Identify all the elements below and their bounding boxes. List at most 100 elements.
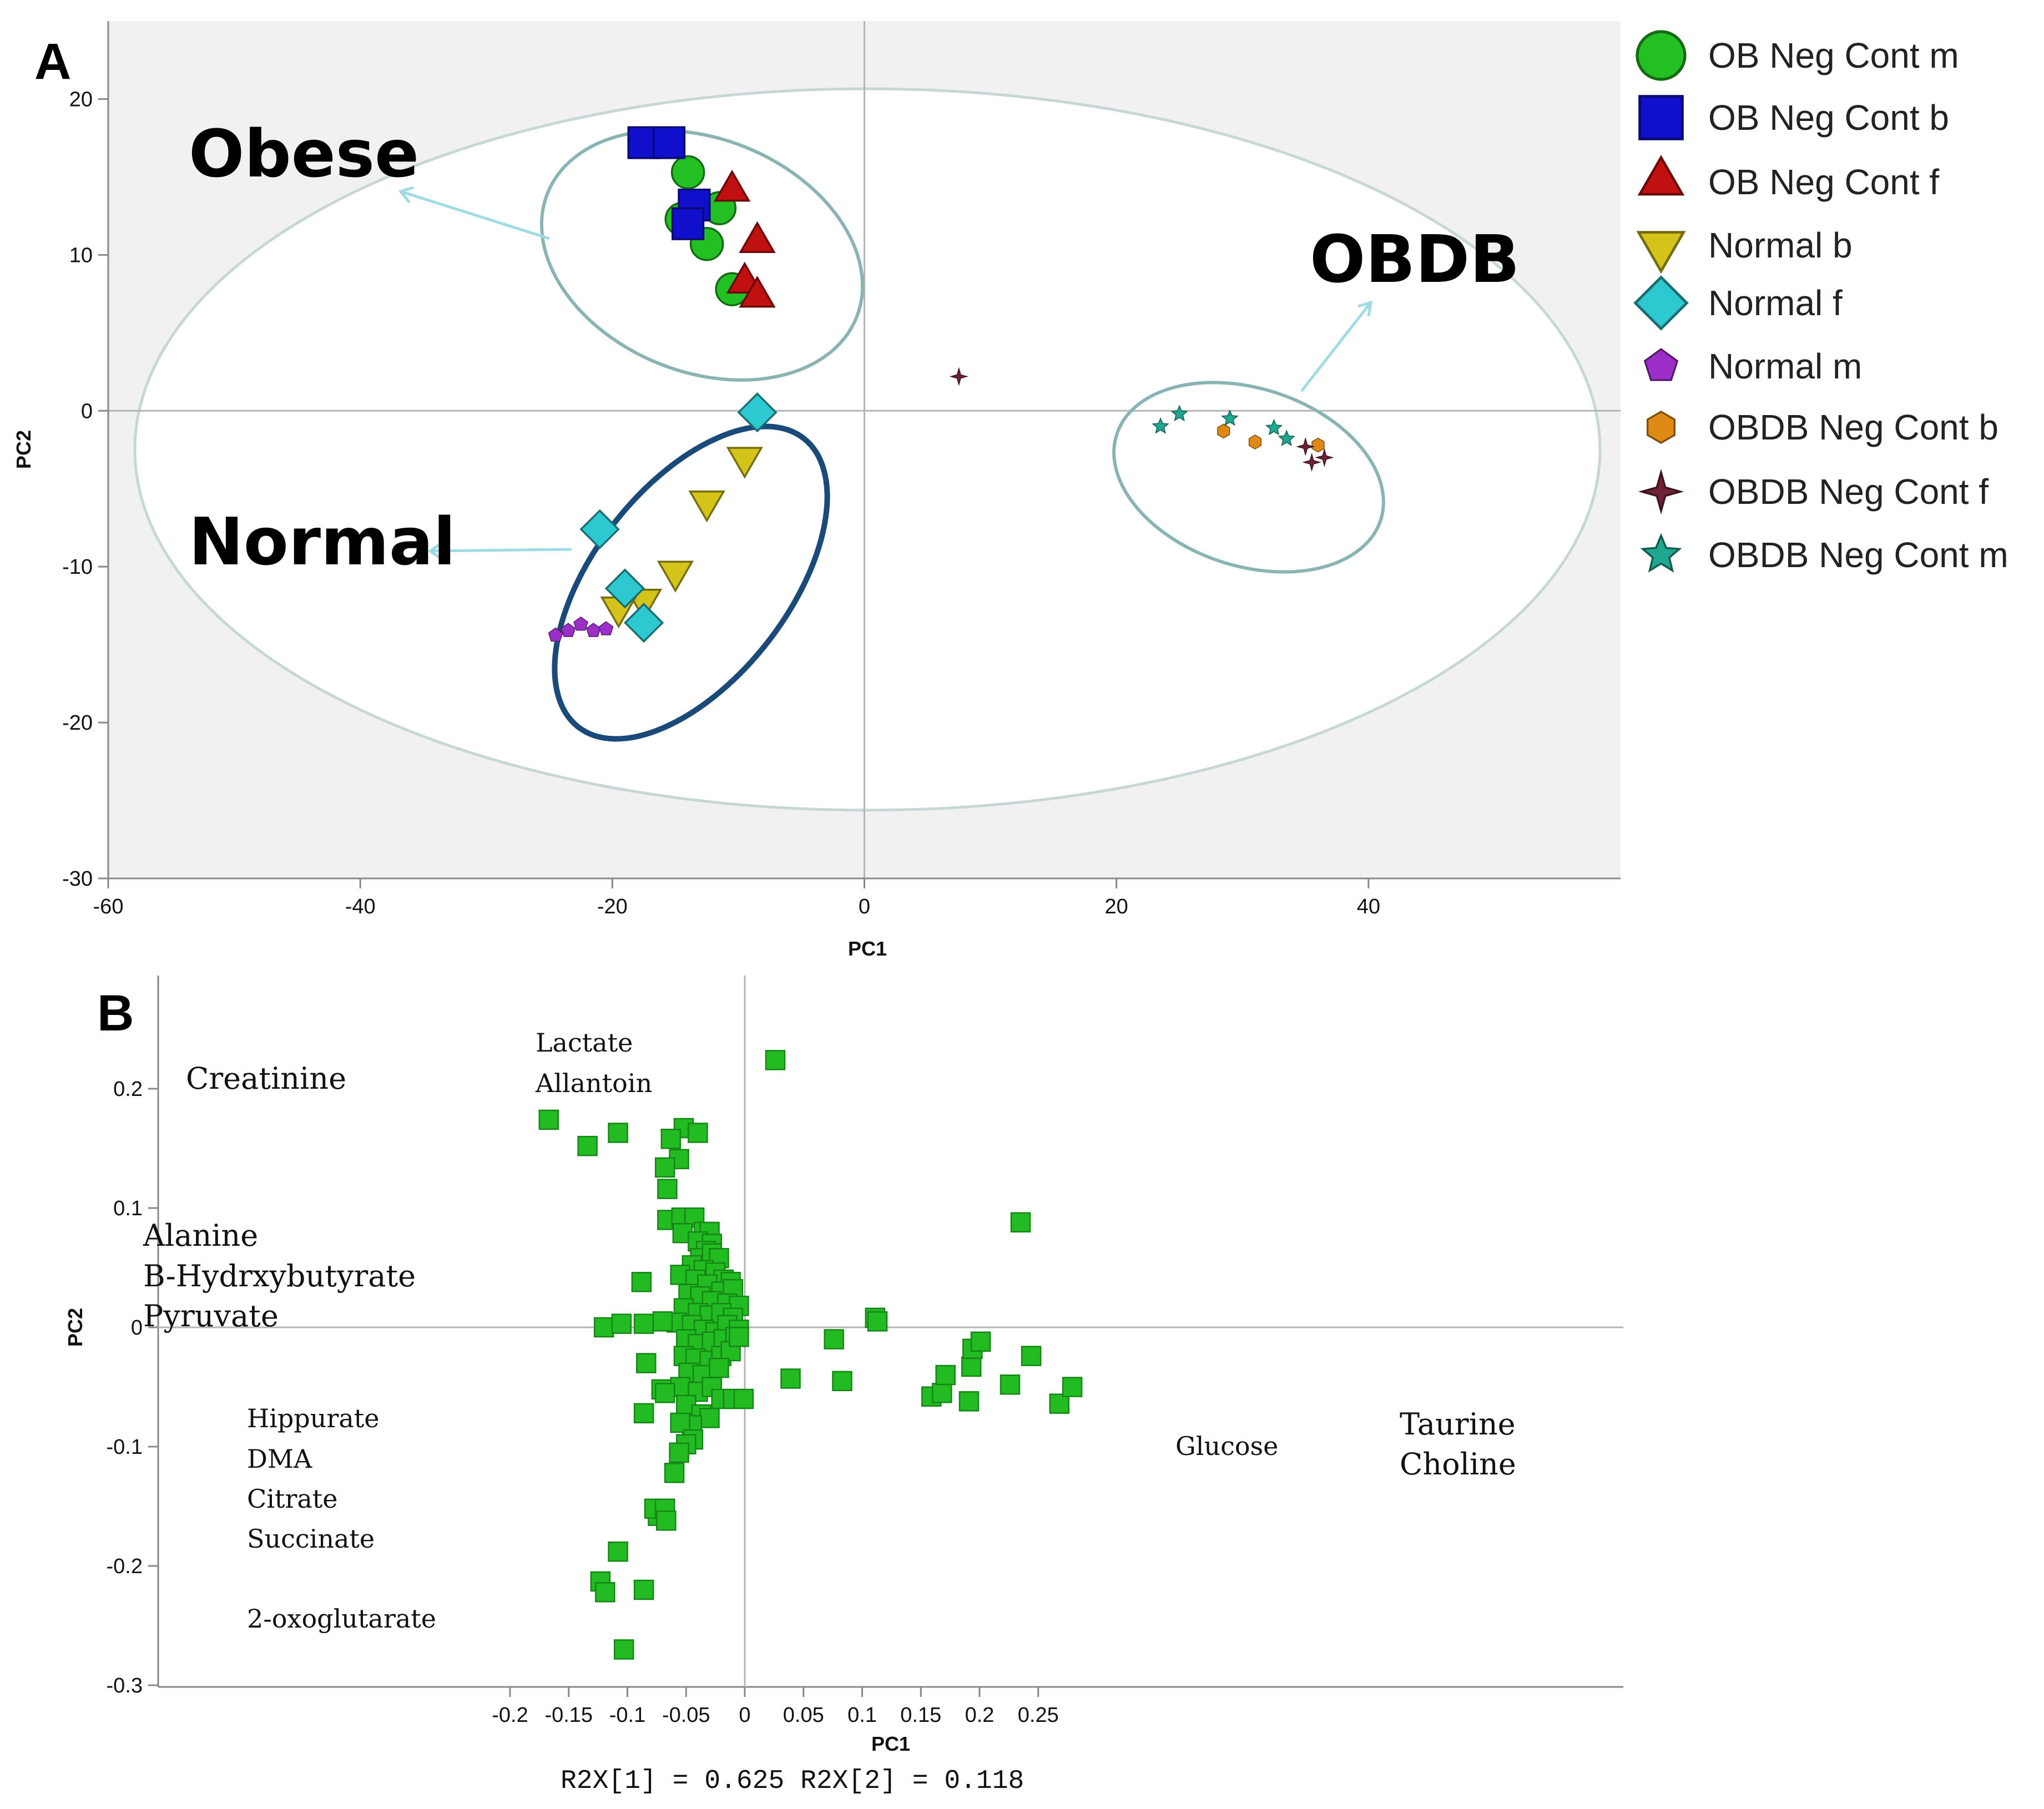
legend-marker-ob-neg-cont-b [1638, 95, 1684, 140]
y-tick-label-b: -0.3 [107, 1674, 143, 1697]
loading-point [654, 1157, 675, 1178]
annotation-glucose: Glucose [1175, 1431, 1278, 1461]
obese-arrowhead [398, 186, 414, 204]
point-obdb-neg-cont-m [1221, 409, 1239, 426]
loading-point [867, 1311, 888, 1332]
point-ob-neg-cont-b [652, 126, 686, 159]
loading-point [654, 1383, 675, 1403]
normal-label: Normal [189, 503, 456, 580]
x-tick-label-b: 0.15 [900, 1704, 941, 1727]
y-ticks-b: 0.2 0.1 0 -0.1 -0.2 -0.3 [107, 1078, 158, 1697]
normal-arrowhead [427, 541, 443, 561]
loading-point [1021, 1346, 1042, 1366]
y-tick-label-b: 0 [131, 1316, 143, 1340]
legend-marker-normal-f [1633, 275, 1689, 331]
annotation-allantoin: Allantoin [535, 1068, 652, 1098]
loading-point [958, 1391, 980, 1412]
x-tick-label-b: -0.2 [492, 1704, 528, 1727]
loading-point [608, 1541, 628, 1562]
point-normal-f [604, 568, 645, 609]
loading-point [935, 1365, 956, 1386]
loading-point [780, 1368, 801, 1389]
loading-point [613, 1639, 634, 1660]
loading-point [1049, 1393, 1070, 1414]
obese-label: Obese [189, 115, 419, 192]
point-normal-b [688, 491, 725, 523]
loading-point [593, 1317, 614, 1338]
loading-point [611, 1313, 632, 1334]
legend-marker-normal-m [1643, 348, 1679, 381]
loading-point [1000, 1374, 1021, 1395]
loading-point [961, 1356, 982, 1377]
legend-label: Normal b [1708, 225, 1853, 265]
point-normal-m [548, 627, 563, 642]
loading-point [636, 1353, 657, 1373]
x-ticks-b: -0.2 -0.15 -0.1 -0.05 0 0.05 0.1 0.15 0.2 0.25 [492, 1687, 1059, 1727]
legend-label: OBDB Neg Cont f [1708, 472, 1989, 512]
loading-point [729, 1326, 749, 1347]
y-tick-label-b: -0.2 [107, 1555, 143, 1578]
y-axis-title-b: PC2 [64, 1308, 87, 1347]
panel-b-letter: B [97, 985, 134, 1042]
panel-b: -0.2 -0.15 -0.1 -0.05 0 0.05 0.1 0.15 0.2 0.25 0.… [64, 976, 1623, 1796]
obese-arrow [400, 190, 550, 240]
hotelling-ellipse [133, 87, 1602, 812]
obdb-arrowhead [1357, 300, 1373, 317]
loading-point [932, 1383, 952, 1403]
obdb-cluster-ellipse [1112, 381, 1385, 574]
x-tick-label-a: 40 [1357, 895, 1380, 918]
x-tick-label-b: 0.25 [1018, 1704, 1059, 1727]
legend-label: OBDB Neg Cont b [1708, 407, 1998, 447]
normal-cluster-ellipse [552, 423, 830, 742]
obdb-label: OBDB [1310, 221, 1520, 297]
loading-point [699, 1408, 720, 1428]
annotation-citrate: Citrate [247, 1484, 338, 1514]
x-tick-label-b: -0.05 [662, 1704, 710, 1727]
r2x-footnote: R2X[1] = 0.625 R2X[2] = 0.118 [561, 1766, 1024, 1796]
loading-point [670, 1412, 690, 1433]
annotation-lactate: Lactate [536, 1028, 633, 1058]
loading-point [832, 1371, 852, 1392]
annotation-taurine: Taurine [1400, 1407, 1516, 1442]
loading-point [1062, 1377, 1083, 1397]
loading-point [709, 1357, 729, 1378]
legend-marker-ob-neg-cont-m [1636, 30, 1687, 81]
loading-point [631, 1272, 652, 1292]
legend-marker-obdb-neg-cont-b [1647, 411, 1675, 444]
annotation-creatinine: Creatinine [186, 1061, 346, 1096]
loading-point [633, 1313, 654, 1334]
y-tick-label-b: -0.1 [107, 1436, 143, 1459]
point-normal-f [579, 509, 620, 549]
legend-label: OB Neg Cont m [1708, 36, 1959, 75]
x-tick-label-a: 20 [1105, 895, 1128, 918]
legend-marker-normal-b [1636, 231, 1686, 274]
y-tick-label-a: 10 [69, 244, 93, 267]
x-tick-label-b: -0.1 [609, 1704, 645, 1727]
loading-point [664, 1463, 685, 1483]
x-axis-title-a: PC1 [848, 937, 887, 960]
legend-label: OBDB Neg Cont m [1708, 535, 2008, 575]
legend-label: OB Neg Cont b [1708, 98, 1949, 138]
point-normal-m [573, 616, 589, 631]
point-normal-m [561, 623, 576, 637]
loading-point [577, 1135, 598, 1156]
point-obdb-neg-cont-f [949, 367, 968, 386]
point-ob-neg-cont-m [670, 155, 705, 190]
point-normal-m [598, 621, 614, 635]
legend-label: Normal m [1708, 346, 1862, 386]
annotation-hippurate: Hippurate [247, 1403, 379, 1433]
x-tick-label-a: -60 [93, 895, 124, 918]
annotation-alanine: Alanine [143, 1218, 258, 1253]
y-tick-label-a: -20 [62, 711, 93, 735]
x-tick-label-b: 0.2 [965, 1704, 995, 1727]
point-ob-neg-cont-f [739, 221, 776, 254]
point-obdb-neg-cont-m [1265, 418, 1283, 436]
y-tick-label-a: -10 [62, 555, 93, 579]
legend-marker-ob-neg-cont-f [1637, 155, 1685, 196]
point-obdb-neg-cont-b [1248, 434, 1262, 449]
obdb-arrow [1300, 301, 1372, 392]
x-tick-label-b: 0 [739, 1704, 750, 1727]
annotation-2-oxoglutarate: 2-oxoglutarate [247, 1604, 436, 1634]
loading-point [824, 1329, 844, 1350]
